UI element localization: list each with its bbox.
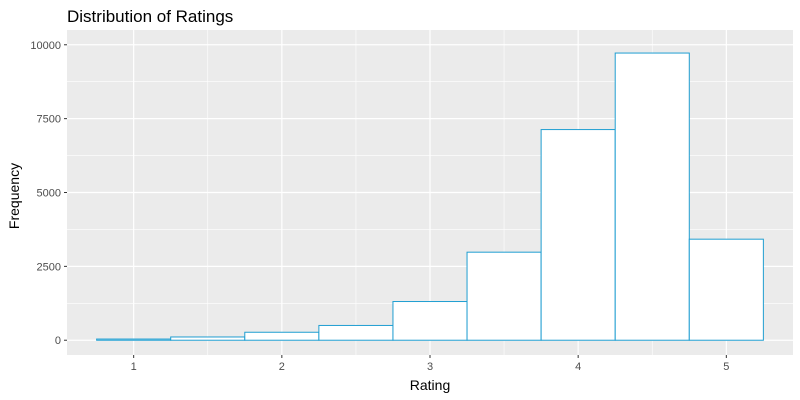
histogram-bar xyxy=(96,338,172,341)
chart-title: Distribution of Ratings xyxy=(67,7,233,26)
histogram-bar xyxy=(540,129,616,341)
y-tick-label: 10000 xyxy=(30,40,61,52)
y-tick-label: 2500 xyxy=(37,261,61,273)
histogram-bars xyxy=(96,52,764,341)
histogram-bar xyxy=(318,324,394,341)
x-tick-label: 3 xyxy=(427,361,433,373)
histogram-bar xyxy=(392,301,468,341)
histogram-bar xyxy=(170,336,246,341)
x-axis-ticks: 1 2 3 4 5 xyxy=(131,355,729,373)
x-tick-label: 1 xyxy=(131,361,137,373)
x-tick-label: 4 xyxy=(575,361,581,373)
y-tick-label: 5000 xyxy=(37,188,61,200)
histogram-bar xyxy=(614,52,690,341)
histogram-bar xyxy=(244,331,320,341)
x-tick-label: 2 xyxy=(279,361,285,373)
histogram-bar xyxy=(466,251,542,341)
x-axis-title: Rating xyxy=(410,377,450,393)
y-tick-label: 7500 xyxy=(37,114,61,126)
y-axis-ticks: 0 2500 5000 7500 10000 xyxy=(30,40,67,347)
histogram-bar xyxy=(688,238,764,341)
y-tick-label: 0 xyxy=(55,335,61,347)
y-axis-title: Frequency xyxy=(6,163,22,229)
x-tick-label: 5 xyxy=(723,361,729,373)
